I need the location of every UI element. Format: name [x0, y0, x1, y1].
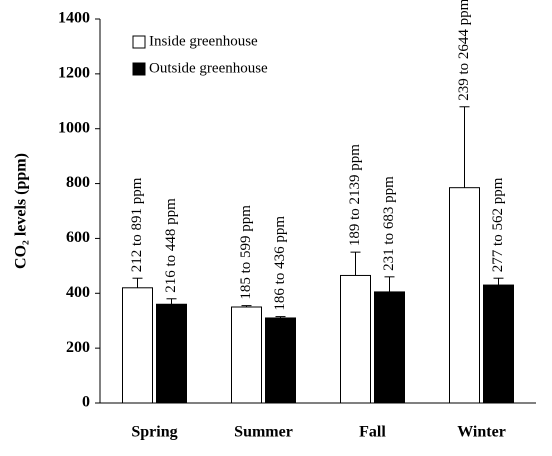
x-tick-label: Summer — [234, 424, 293, 441]
y-axis-title: CO₂ levels (ppm) — [13, 153, 30, 269]
bar — [265, 317, 296, 404]
y-tick-label: 0 — [82, 394, 90, 411]
x-tick-label: Fall — [359, 424, 386, 441]
range-annotation: 239 to 2644 ppm — [456, 0, 472, 101]
bar — [122, 287, 153, 404]
range-annotation: 185 to 599 ppm — [238, 205, 254, 300]
range-annotation: 212 to 891 ppm — [129, 177, 145, 272]
legend-label: Inside greenhouse — [149, 33, 258, 49]
y-tick-label: 800 — [66, 174, 90, 191]
range-annotation: 231 to 683 ppm — [381, 176, 397, 271]
y-tick-label: 400 — [66, 284, 90, 301]
bar — [449, 187, 480, 404]
legend-swatch — [132, 62, 146, 76]
legend-label: Outside greenhouse — [149, 60, 268, 76]
bar — [231, 306, 262, 404]
legend-swatch — [132, 35, 146, 49]
range-annotation: 216 to 448 ppm — [163, 198, 179, 293]
bar — [156, 303, 187, 404]
x-tick-label: Winter — [457, 424, 506, 441]
y-tick-label: 600 — [66, 229, 90, 246]
bar — [374, 291, 405, 404]
range-annotation: 186 to 436 ppm — [272, 216, 288, 311]
y-tick-label: 1200 — [58, 65, 90, 82]
range-annotation: 189 to 2139 ppm — [347, 144, 363, 246]
bar — [483, 284, 514, 404]
y-tick-label: 1000 — [58, 119, 90, 136]
y-tick-label: 200 — [66, 339, 90, 356]
y-tick-label: 1400 — [58, 10, 90, 27]
x-tick-label: Spring — [131, 424, 177, 441]
range-annotation: 277 to 562 ppm — [490, 177, 506, 272]
bar — [340, 274, 371, 404]
